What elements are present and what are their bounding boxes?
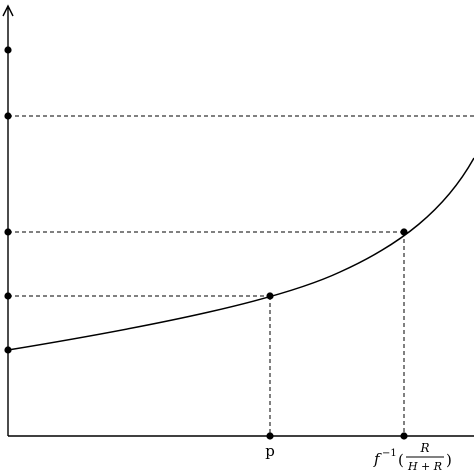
y-axis-point-upper-dashed: [4, 112, 12, 120]
curve: [7, 157, 474, 351]
x-label-fraction-denominator: H + R: [407, 460, 442, 473]
y-axis-arrowhead: [2, 4, 14, 17]
x-label-fraction-numerator: R: [419, 441, 429, 455]
x-label-fraction-open-paren: (: [398, 451, 404, 469]
y-axis-point-f-inverse: [4, 228, 12, 236]
y-axis-point-p: [4, 292, 12, 300]
x-label-f-inverse-exponent: −1: [382, 448, 397, 459]
x-label-fraction-close-paren: ): [446, 451, 452, 469]
x-label-f-inverse-base: f: [373, 450, 382, 468]
x-axis-point-f-inverse: [400, 432, 408, 440]
x-axis-point-p: [266, 432, 274, 440]
y-axis-point-intercept: [4, 346, 12, 354]
y-axis-point-top: [4, 46, 12, 54]
x-label-p: p: [265, 442, 275, 460]
curve-point-f-inverse: [400, 228, 408, 236]
curve-point-p: [266, 292, 274, 300]
